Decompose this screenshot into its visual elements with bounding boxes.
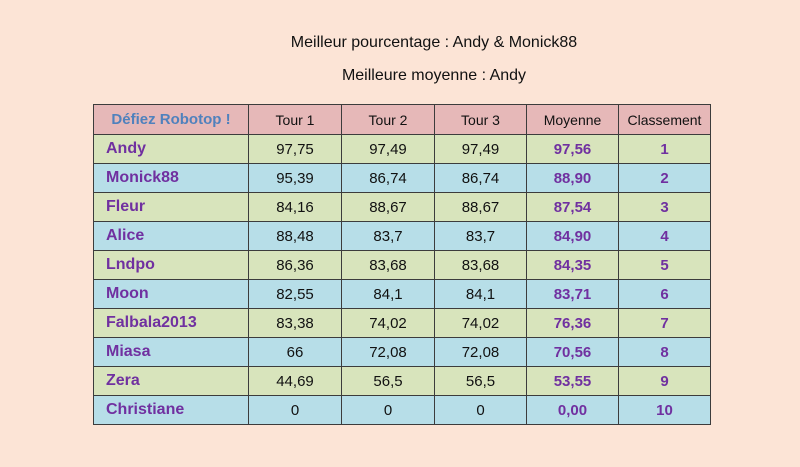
average-score: 97,56 <box>526 134 619 164</box>
tour2-score: 86,74 <box>341 163 435 193</box>
average-score: 76,36 <box>526 308 619 338</box>
rank: 6 <box>618 279 711 309</box>
tour2-score: 83,68 <box>341 250 435 280</box>
table-row: Christiane 0 0 0 0,00 10 <box>93 395 711 425</box>
tour3-score: 56,5 <box>434 366 527 396</box>
player-name: Christiane <box>93 395 249 425</box>
table-row: Andy 97,75 97,49 97,49 97,56 1 <box>93 134 711 164</box>
table-row: Miasa 66 72,08 72,08 70,56 8 <box>93 337 711 367</box>
player-name: Miasa <box>93 337 249 367</box>
best-average-caption: Meilleure moyenne : Andy <box>341 67 527 84</box>
average-score: 84,35 <box>526 250 619 280</box>
tour1-score: 0 <box>248 395 342 425</box>
table-row: Fleur 84,16 88,67 88,67 87,54 3 <box>93 192 711 222</box>
tour2-score: 56,5 <box>341 366 435 396</box>
tour3-score: 83,7 <box>434 221 527 251</box>
rank: 10 <box>618 395 711 425</box>
player-name: Lndpo <box>93 250 249 280</box>
rank: 9 <box>618 366 711 396</box>
tour1-score: 44,69 <box>248 366 342 396</box>
best-percentage-caption: Meilleur pourcentage : Andy & Monick88 <box>290 34 578 51</box>
ranking-table: Défiez Robotop ! Tour 1 Tour 2 Tour 3 Mo… <box>93 104 711 425</box>
tour3-score: 83,68 <box>434 250 527 280</box>
tour3-score: 88,67 <box>434 192 527 222</box>
tour1-score: 95,39 <box>248 163 342 193</box>
table-row: Lndpo 86,36 83,68 83,68 84,35 5 <box>93 250 711 280</box>
rank: 1 <box>618 134 711 164</box>
moyenne-header: Moyenne <box>526 104 619 135</box>
tour3-score: 84,1 <box>434 279 527 309</box>
classement-header: Classement <box>618 104 711 135</box>
table-row: Zera 44,69 56,5 56,5 53,55 9 <box>93 366 711 396</box>
rank: 7 <box>618 308 711 338</box>
table-row: Falbala2013 83,38 74,02 74,02 76,36 7 <box>93 308 711 338</box>
tour1-score: 84,16 <box>248 192 342 222</box>
tour1-score: 66 <box>248 337 342 367</box>
tour1-score: 86,36 <box>248 250 342 280</box>
average-score: 87,54 <box>526 192 619 222</box>
tour2-score: 0 <box>341 395 435 425</box>
table-title-header: Défiez Robotop ! <box>93 104 249 135</box>
tour2-score: 72,08 <box>341 337 435 367</box>
player-name: Zera <box>93 366 249 396</box>
table-row: Monick88 95,39 86,74 86,74 88,90 2 <box>93 163 711 193</box>
average-score: 53,55 <box>526 366 619 396</box>
tour2-score: 88,67 <box>341 192 435 222</box>
tour1-score: 83,38 <box>248 308 342 338</box>
tour1-header: Tour 1 <box>248 104 342 135</box>
tour2-header: Tour 2 <box>341 104 435 135</box>
table-row: Alice 88,48 83,7 83,7 84,90 4 <box>93 221 711 251</box>
table-header-row: Défiez Robotop ! Tour 1 Tour 2 Tour 3 Mo… <box>93 104 711 135</box>
rank: 5 <box>618 250 711 280</box>
rank: 4 <box>618 221 711 251</box>
tour2-score: 97,49 <box>341 134 435 164</box>
tour3-score: 86,74 <box>434 163 527 193</box>
tour2-score: 83,7 <box>341 221 435 251</box>
player-name: Alice <box>93 221 249 251</box>
tour3-score: 97,49 <box>434 134 527 164</box>
tour2-score: 74,02 <box>341 308 435 338</box>
tour3-score: 74,02 <box>434 308 527 338</box>
tour1-score: 88,48 <box>248 221 342 251</box>
average-score: 0,00 <box>526 395 619 425</box>
tour3-score: 0 <box>434 395 527 425</box>
tour3-score: 72,08 <box>434 337 527 367</box>
rank: 8 <box>618 337 711 367</box>
player-name: Moon <box>93 279 249 309</box>
tour1-score: 97,75 <box>248 134 342 164</box>
rank: 2 <box>618 163 711 193</box>
table-row: Moon 82,55 84,1 84,1 83,71 6 <box>93 279 711 309</box>
player-name: Andy <box>93 134 249 164</box>
player-name: Monick88 <box>93 163 249 193</box>
average-score: 88,90 <box>526 163 619 193</box>
tour1-score: 82,55 <box>248 279 342 309</box>
tour3-header: Tour 3 <box>434 104 527 135</box>
player-name: Falbala2013 <box>93 308 249 338</box>
tour2-score: 84,1 <box>341 279 435 309</box>
player-name: Fleur <box>93 192 249 222</box>
average-score: 83,71 <box>526 279 619 309</box>
average-score: 84,90 <box>526 221 619 251</box>
average-score: 70,56 <box>526 337 619 367</box>
rank: 3 <box>618 192 711 222</box>
